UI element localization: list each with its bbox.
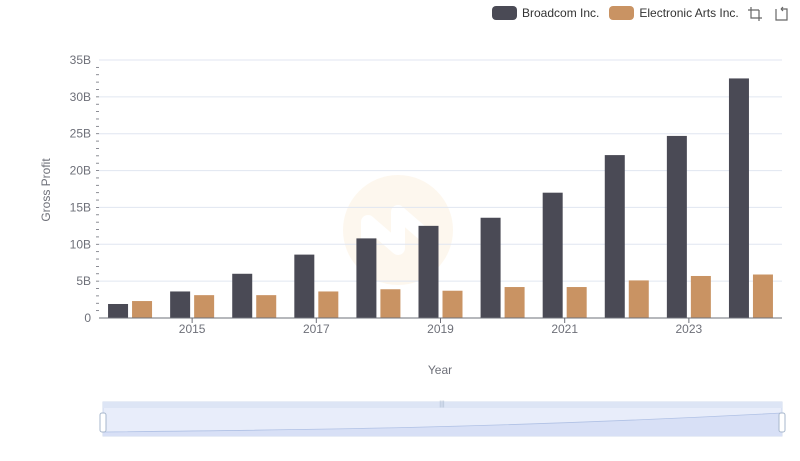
legend: Broadcom Inc. Electronic Arts Inc. [492, 4, 749, 22]
data-zoom-handle-left[interactable] [99, 412, 107, 433]
legend-item-broadcom[interactable]: Broadcom Inc. [492, 6, 599, 20]
zoom-icon[interactable] [747, 6, 763, 22]
data-zoom-slider[interactable]: ||| [99, 401, 786, 437]
bar-electronic-arts-2021[interactable] [566, 287, 587, 318]
bar-electronic-arts-2023[interactable] [690, 275, 711, 318]
bar-broadcom-2021[interactable] [542, 192, 563, 318]
bar-broadcom-2016[interactable] [232, 273, 253, 318]
y-tick-label: 5B [76, 274, 91, 288]
bar-broadcom-2024[interactable] [728, 78, 749, 318]
y-tick-label: 20B [70, 164, 91, 178]
bar-broadcom-2022[interactable] [604, 155, 625, 318]
bar-broadcom-2023[interactable] [666, 135, 687, 318]
bar-electronic-arts-2024[interactable] [752, 274, 773, 318]
bar-electronic-arts-2022[interactable] [628, 280, 649, 318]
data-zoom-bar[interactable] [103, 402, 782, 408]
data-zoom-grip-icon[interactable]: ||| [439, 401, 445, 408]
legend-label-electronic-arts: Electronic Arts Inc. [639, 6, 739, 20]
x-tick-label: 2017 [303, 322, 330, 336]
x-tick-label: 2019 [427, 322, 454, 336]
y-tick-label: 30B [70, 90, 91, 104]
bar-broadcom-2020[interactable] [480, 217, 501, 318]
x-axis: 2015 2017 2019 2021 2023 [99, 317, 782, 336]
x-tick-label: 2023 [676, 322, 703, 336]
bar-electronic-arts-2018[interactable] [380, 289, 401, 318]
bar-broadcom-2018[interactable] [356, 238, 377, 318]
y-axis-label: Gross Profit [39, 158, 53, 222]
bar-electronic-arts-2019[interactable] [442, 290, 463, 318]
legend-label-broadcom: Broadcom Inc. [522, 6, 600, 20]
y-tick-label: 10B [70, 237, 91, 251]
data-zoom-selection[interactable] [103, 408, 782, 436]
legend-swatch-broadcom [492, 6, 517, 20]
legend-swatch-electronic-arts [609, 6, 635, 20]
bar-broadcom-2017[interactable] [294, 254, 315, 318]
y-tick-label: 35B [70, 53, 91, 67]
bar-electronic-arts-2017[interactable] [318, 291, 339, 318]
toolbox [747, 6, 799, 22]
bar-electronic-arts-2020[interactable] [504, 287, 525, 318]
bar-broadcom-2014[interactable] [108, 303, 129, 318]
bar-broadcom-2019[interactable] [418, 225, 439, 318]
bar-broadcom-2015[interactable] [170, 291, 191, 318]
bar-electronic-arts-2014[interactable] [132, 301, 153, 318]
y-axis: 0 5B 10B 15B 20B 25B 30B 35B [70, 53, 99, 325]
bars [108, 78, 773, 318]
x-axis-label: Year [428, 363, 452, 377]
bar-electronic-arts-2015[interactable] [194, 295, 215, 318]
legend-item-electronic-arts[interactable]: Electronic Arts Inc. [609, 6, 739, 20]
data-zoom-preview-line [102, 412, 783, 433]
y-tick-label: 0 [84, 311, 91, 325]
restore-icon[interactable] [773, 6, 789, 22]
y-tick-label: 15B [70, 200, 91, 214]
data-zoom-handle-right[interactable] [778, 412, 786, 433]
x-tick-label: 2015 [179, 322, 206, 336]
bar-electronic-arts-2016[interactable] [256, 295, 277, 318]
x-tick-label: 2021 [551, 322, 578, 336]
y-tick-label: 25B [70, 127, 91, 141]
